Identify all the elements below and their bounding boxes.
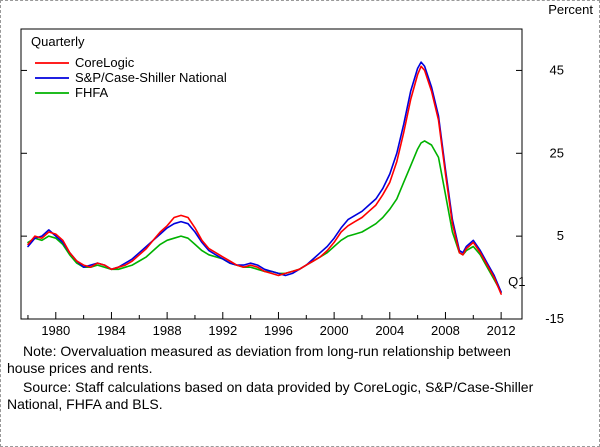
x-tick-label: 1980 bbox=[41, 323, 70, 338]
y-axis-title: Percent bbox=[548, 2, 593, 17]
x-tick-label: 2012 bbox=[487, 323, 516, 338]
x-tick-label: 2008 bbox=[431, 323, 460, 338]
chart-svg: Percent 45 25 5 -15 1980 1984 1988 1992 1996 2000 2… bbox=[20, 2, 593, 338]
legend-title: Quarterly bbox=[31, 34, 85, 49]
overvaluation-chart: Percent 45 25 5 -15 1980 1984 1988 1992 1996 2000 2… bbox=[1, 1, 599, 339]
plot-border bbox=[20, 28, 523, 320]
y-tick-label: 25 bbox=[550, 145, 564, 160]
y-tick-label: -15 bbox=[545, 311, 564, 326]
legend-label-2: FHFA bbox=[75, 85, 109, 100]
source-text: Source: Staff calculations based on data… bbox=[7, 379, 534, 413]
x-tick-label: 2004 bbox=[375, 323, 404, 338]
x-tick-label: 1984 bbox=[97, 323, 126, 338]
chart-notes: Note: Overvaluation measured as deviatio… bbox=[7, 343, 552, 413]
x-tick-label: 1992 bbox=[208, 323, 237, 338]
legend-label-1: S&P/Case-Shiller National bbox=[75, 70, 227, 85]
y-tick-label: 5 bbox=[557, 228, 564, 243]
note-text: Note: Overvaluation measured as deviatio… bbox=[7, 343, 511, 377]
y-tick-label: 45 bbox=[550, 62, 564, 77]
x-tick-label: 1988 bbox=[153, 323, 182, 338]
x-tick-label: 2000 bbox=[320, 323, 349, 338]
series-line-0 bbox=[27, 65, 502, 295]
legend-label-0: CoreLogic bbox=[75, 55, 135, 70]
x-tick-label: 1996 bbox=[264, 323, 293, 338]
annotation-q1: Q1 bbox=[508, 274, 525, 289]
